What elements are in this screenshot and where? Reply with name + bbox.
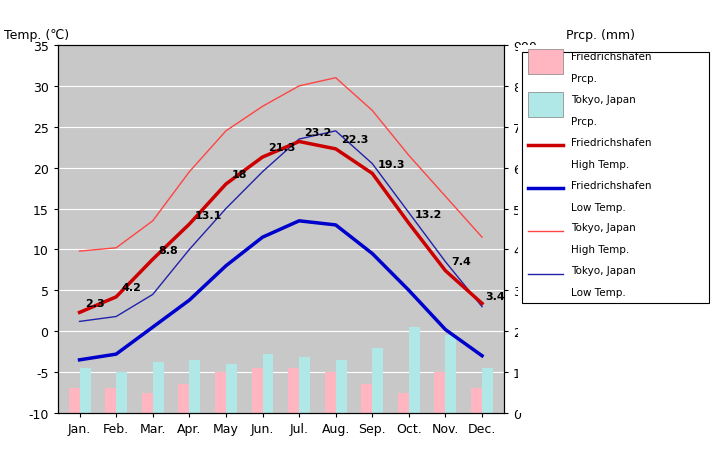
Bar bbox=[482, 368, 493, 413]
Text: Friedrichshafen: Friedrichshafen bbox=[571, 137, 652, 147]
Bar bbox=[179, 385, 189, 413]
Bar bbox=[189, 360, 200, 413]
Bar bbox=[288, 368, 299, 413]
Bar bbox=[471, 389, 482, 413]
Text: 3.4: 3.4 bbox=[485, 291, 505, 302]
Bar bbox=[251, 368, 263, 413]
Text: Prcp.: Prcp. bbox=[571, 74, 597, 84]
Bar bbox=[142, 393, 153, 413]
Bar bbox=[528, 92, 563, 118]
Text: 18: 18 bbox=[231, 170, 247, 180]
Bar bbox=[522, 53, 709, 303]
Bar bbox=[263, 354, 274, 413]
Text: Prcp.: Prcp. bbox=[571, 117, 597, 127]
Bar bbox=[116, 372, 127, 413]
Bar bbox=[105, 389, 116, 413]
Bar bbox=[226, 364, 237, 413]
Text: 13.1: 13.1 bbox=[195, 210, 222, 220]
Text: Tokyo, Japan: Tokyo, Japan bbox=[571, 223, 636, 233]
Bar bbox=[325, 372, 336, 413]
Text: Low Temp.: Low Temp. bbox=[571, 288, 626, 297]
Text: 21.3: 21.3 bbox=[268, 143, 295, 153]
Bar bbox=[68, 389, 79, 413]
Bar bbox=[528, 50, 563, 75]
Text: Temp. (℃): Temp. (℃) bbox=[4, 29, 69, 42]
Bar bbox=[361, 385, 372, 413]
Bar bbox=[215, 372, 226, 413]
Text: High Temp.: High Temp. bbox=[571, 245, 629, 255]
Text: 13.2: 13.2 bbox=[414, 209, 442, 219]
Text: 7.4: 7.4 bbox=[451, 257, 471, 267]
Bar bbox=[446, 336, 456, 413]
Bar bbox=[299, 358, 310, 413]
Text: Low Temp.: Low Temp. bbox=[571, 202, 626, 212]
Text: Tokyo, Japan: Tokyo, Japan bbox=[571, 266, 636, 275]
Bar bbox=[434, 372, 446, 413]
Bar bbox=[153, 363, 163, 413]
Text: 23.2: 23.2 bbox=[305, 128, 332, 138]
Text: 22.3: 22.3 bbox=[341, 135, 369, 145]
Bar bbox=[79, 368, 91, 413]
Bar bbox=[372, 348, 383, 413]
Bar bbox=[409, 327, 420, 413]
Text: Tokyo, Japan: Tokyo, Japan bbox=[571, 95, 636, 105]
Bar bbox=[398, 393, 409, 413]
Text: 2.3: 2.3 bbox=[85, 298, 104, 308]
Text: High Temp.: High Temp. bbox=[571, 159, 629, 169]
Text: Friedrichshafen: Friedrichshafen bbox=[571, 52, 652, 62]
Text: 19.3: 19.3 bbox=[378, 159, 405, 169]
Text: 8.8: 8.8 bbox=[158, 245, 178, 255]
Text: Prcp. (mm): Prcp. (mm) bbox=[567, 29, 636, 42]
Text: 4.2: 4.2 bbox=[122, 283, 142, 293]
Text: Friedrichshafen: Friedrichshafen bbox=[571, 180, 652, 190]
Bar bbox=[336, 360, 346, 413]
